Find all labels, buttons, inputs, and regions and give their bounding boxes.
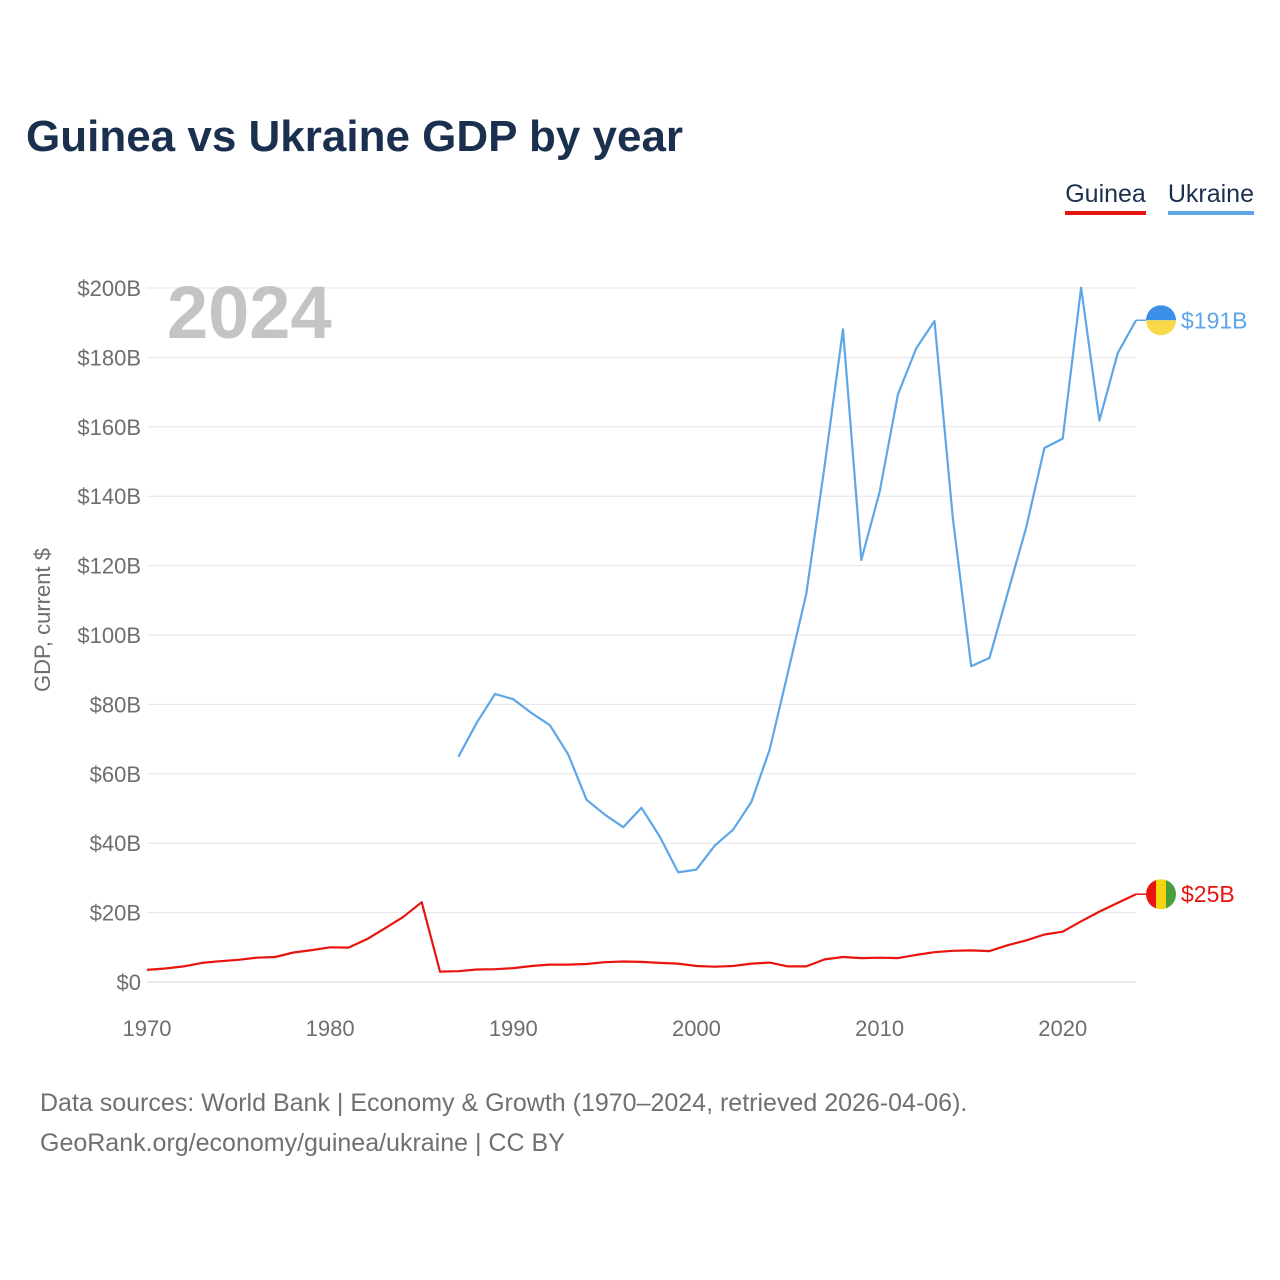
y-tick-label: $80B xyxy=(90,692,141,717)
legend: Guinea Ukraine xyxy=(1065,180,1254,215)
x-tick-label: 1980 xyxy=(306,1016,355,1041)
gridlines xyxy=(147,287,1136,983)
y-tick-label: $20B xyxy=(90,901,141,926)
x-tick-label: 1990 xyxy=(489,1016,538,1041)
legend-item-ukraine[interactable]: Ukraine xyxy=(1167,180,1254,215)
flag-stripe xyxy=(1146,305,1176,321)
flag-stripe xyxy=(1156,879,1166,910)
x-tick-label: 2020 xyxy=(1038,1016,1087,1041)
end-label-guinea: $25B xyxy=(1181,881,1235,907)
x-axis-ticks: 1970 1980 1990 2000 2010 2020 xyxy=(123,1016,1088,1041)
y-axis-label: GDP, current $ xyxy=(30,548,55,692)
y-tick-label: $200B xyxy=(77,276,141,301)
y-tick-label: $120B xyxy=(77,554,141,579)
y-tick-label: $160B xyxy=(77,415,141,440)
end-label-ukraine: $191B xyxy=(1181,307,1248,333)
data-sources: Data sources: World Bank | Economy & Gro… xyxy=(40,1089,968,1117)
x-tick-label: 2010 xyxy=(855,1016,904,1041)
flag-guinea-icon xyxy=(1146,879,1176,910)
footer: Data sources: World Bank | Economy & Gro… xyxy=(40,1083,967,1163)
chart-title: Guinea vs Ukraine GDP by year xyxy=(26,112,684,161)
x-tick-label: 2000 xyxy=(672,1016,721,1041)
y-tick-label: $140B xyxy=(77,484,141,509)
series-lines xyxy=(146,286,1137,973)
y-tick-label: $100B xyxy=(77,623,141,648)
flag-ukraine-icon xyxy=(1146,305,1176,336)
end-markers: $25B $191B xyxy=(1136,305,1248,910)
flag-stripe xyxy=(1146,320,1176,336)
series-line-guinea xyxy=(146,893,1137,973)
credit-line: GeoRank.org/economy/guinea/ukraine | CC … xyxy=(40,1129,565,1157)
y-tick-label: $40B xyxy=(90,831,141,856)
x-tick-label: 1970 xyxy=(123,1016,172,1041)
series-line-ukraine xyxy=(457,286,1137,874)
flag-stripe xyxy=(1166,879,1176,910)
flag-stripe xyxy=(1146,879,1156,910)
year-watermark: 2024 xyxy=(167,271,332,354)
y-tick-label: $180B xyxy=(77,345,141,370)
y-axis-ticks: $0 $20B $40B $60B $80B $100B $120B $140B $160B $1… xyxy=(77,276,141,995)
y-tick-label: $0 xyxy=(117,970,141,995)
y-tick-label: $60B xyxy=(90,762,141,787)
legend-item-guinea[interactable]: Guinea xyxy=(1065,180,1146,215)
line-chart: $0 $20B $40B $60B $80B $100B $120B $140B $160B $1… xyxy=(30,271,1248,1041)
